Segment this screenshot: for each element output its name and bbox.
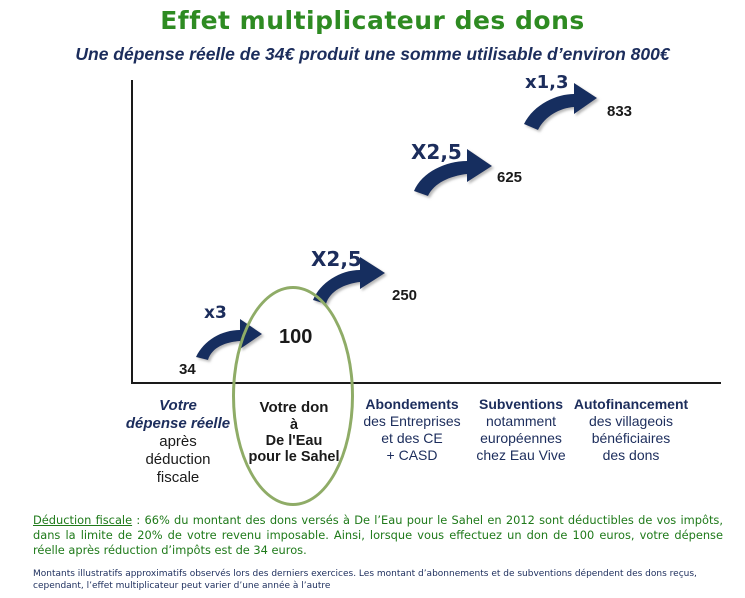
column-real-expense-line: après [159, 433, 197, 450]
column-your-donation-heading-2: à [289, 417, 299, 433]
arrow-4-icon [524, 83, 597, 130]
column-real-expense-heading-1: Votre [159, 397, 197, 414]
footnote: Montants illustratifs approximatifs obse… [33, 569, 697, 591]
column-grants-heading: Subventions [478, 396, 563, 412]
column-matching: Abondements des Entreprises et des CE + … [356, 396, 468, 464]
column-self-financing-line: des dons [602, 447, 660, 463]
page-title: Effet multiplicateur des dons [160, 6, 585, 35]
page-subtitle: Une dépense réelle de 34€ produit une so… [75, 44, 670, 64]
column-your-donation: Votre don à De l'Eau pour le Sahel [240, 399, 348, 465]
column-grants: Subventions notamment européennes chez E… [465, 396, 577, 464]
column-self-financing: Autofinancement des villageois bénéficia… [570, 396, 692, 464]
value-625: 625 [497, 169, 523, 186]
column-your-donation-line: pour le Sahel [248, 449, 340, 465]
column-grants-line: européennes [480, 430, 562, 446]
value-250: 250 [392, 287, 418, 304]
column-grants-line: chez Eau Vive [476, 447, 566, 463]
column-self-financing-line: des villageois [588, 413, 674, 429]
column-matching-line: des Entreprises [363, 413, 461, 429]
column-your-donation-line: De l'Eau [265, 433, 323, 449]
column-matching-line: + CASD [386, 447, 438, 463]
y-axis-line [131, 80, 133, 384]
column-matching-line: et des CE [381, 430, 443, 446]
arrow-3-icon [414, 149, 492, 196]
multiplier-x3: x3 [204, 303, 227, 323]
column-real-expense-heading-2: dépense réelle [125, 415, 231, 432]
value-833: 833 [607, 103, 633, 120]
column-self-financing-heading: Autofinancement [573, 396, 689, 412]
tax-deduction-note: Déduction fiscale : 66% du montant des d… [33, 513, 723, 558]
x-axis-line [131, 382, 721, 384]
highlight-ellipse [232, 286, 354, 506]
column-real-expense-line: fiscale [156, 469, 200, 486]
tax-deduction-text: : 66% du montant des dons versés à De l’… [33, 513, 723, 557]
multiplier-x2-5-second: X2,5 [411, 140, 462, 164]
value-34: 34 [179, 361, 196, 378]
multiplier-x1-3: x1,3 [525, 72, 569, 93]
column-self-financing-line: bénéficiaires [591, 430, 671, 446]
column-matching-heading: Abondements [365, 396, 459, 412]
column-real-expense-line: déduction [145, 451, 211, 468]
column-your-donation-heading-1: Votre don [259, 399, 329, 416]
multiplier-x2-5-first: X2,5 [311, 247, 362, 271]
tax-deduction-label: Déduction fiscale [33, 513, 133, 527]
arrow-2-icon [313, 257, 385, 304]
column-grants-line: notamment [485, 413, 557, 429]
column-real-expense: Votre dépense réelle après déduction fis… [118, 397, 238, 487]
